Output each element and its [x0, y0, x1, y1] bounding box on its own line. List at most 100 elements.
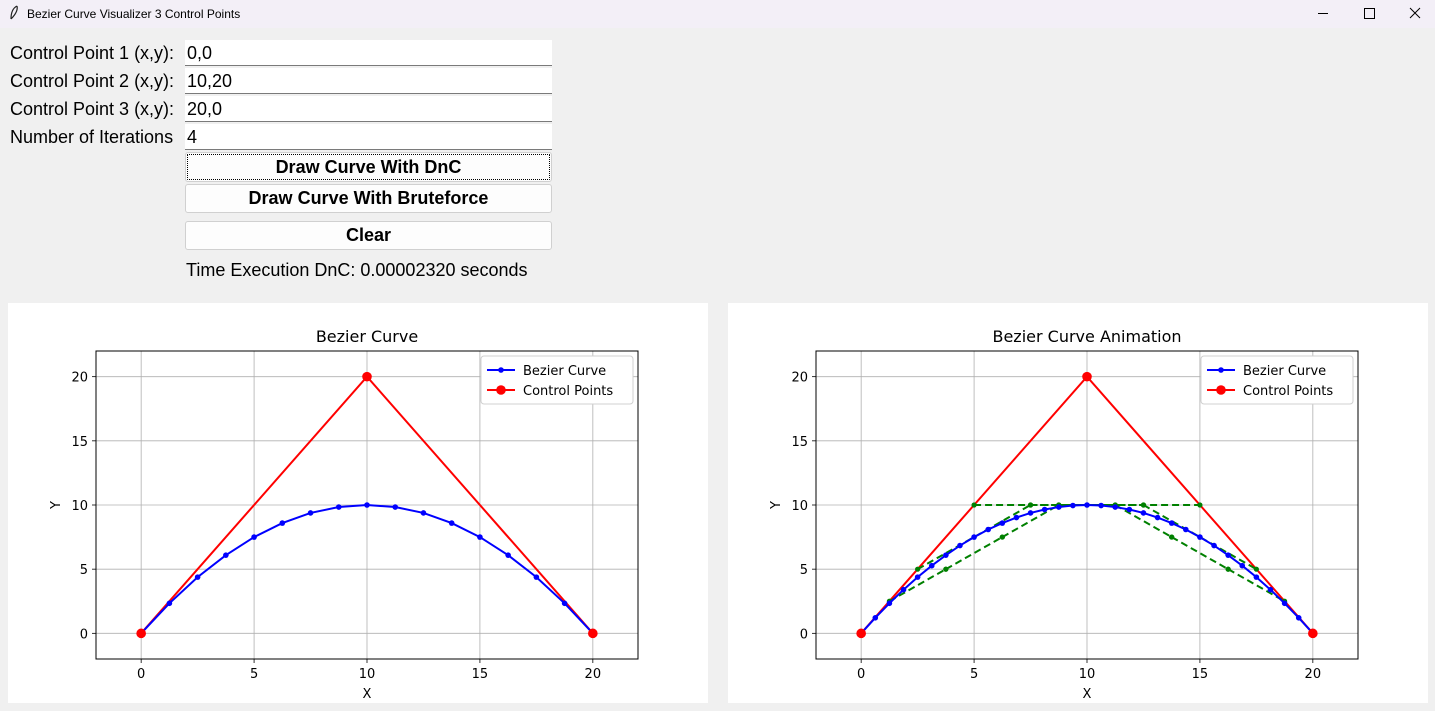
maximize-icon [1364, 8, 1375, 19]
chart1-y-tick-label: 10 [791, 499, 808, 514]
bezier-animation-chart: 0 5 10 15 20 0 5 10 15 20 X Y Bezier Curve Animation… [769, 327, 1359, 702]
chart1-bezier-curve-point [1183, 526, 1189, 533]
chart0-y-tick-label: 10 [71, 499, 88, 514]
chart1-legend-box [1200, 355, 1354, 405]
chart1-bezier-curve-point [999, 520, 1006, 526]
control-point-1-input[interactable]: 0,0 [185, 40, 552, 66]
chart1-construction-point [1197, 502, 1203, 508]
chart1-y-tick-label: 15 [791, 435, 808, 450]
feather-icon [10, 5, 18, 20]
chart1-construction-point [1169, 534, 1175, 540]
chart0-y-tick-label: 0 [80, 627, 88, 642]
close-button[interactable] [1392, 0, 1435, 28]
chart1-control-point-marker [856, 628, 866, 639]
chart1-bezier-curve-point [1055, 504, 1062, 510]
chart0-control-point-marker [588, 628, 598, 639]
chart1-axes-frame [815, 350, 1359, 660]
chart1-x-tick-label: 10 [1079, 667, 1096, 682]
chart0-axes-frame [95, 350, 639, 660]
chart1-bezier-curve-point [985, 526, 991, 533]
chart1-bezier-curve-point [928, 562, 935, 569]
chart0-x-tick-label: 0 [137, 667, 145, 682]
chart0-bezier-curve-point [533, 574, 540, 580]
chart1-control-point-marker [1082, 371, 1092, 382]
chart1-legend-bezier-label: Bezier Curve [1243, 364, 1326, 379]
chart1-control-point-marker [1308, 628, 1318, 639]
chart0-legend-control-marker [496, 385, 506, 395]
chart1-bezier-curve-point [1253, 574, 1260, 580]
chart0-bezier-curve-point [392, 504, 399, 510]
chart1-bezier-curve-point [1126, 506, 1133, 513]
chart0-bezier-curve-point [561, 600, 568, 607]
chart1-construction-point [1027, 502, 1034, 508]
chart1-construction-line [1001, 504, 1060, 538]
control-point-2-input[interactable]: 10,20 [185, 68, 552, 94]
chart1-construction-point [999, 534, 1005, 540]
chart0-chart-title: Bezier Curve [316, 327, 418, 346]
chart1-construction-point [915, 566, 921, 572]
chart1-construction-point [1253, 566, 1259, 572]
chart0-x-tick-label: 10 [359, 667, 376, 682]
chart0-bezier-curve-point [505, 552, 511, 558]
chart0-bezier-curve-point [364, 502, 370, 508]
chart0-control-point-marker [136, 628, 146, 639]
chart0-bezier-curve-point [251, 534, 257, 540]
chart1-x-tick-label: 5 [970, 667, 978, 682]
chart0-y-tick-label: 20 [71, 371, 88, 386]
chart1-bezier-curve-point [1154, 514, 1161, 521]
draw-bruteforce-button[interactable]: Draw Curve With Bruteforce [185, 184, 552, 213]
chart1-legend-bezier-marker [1218, 367, 1224, 373]
chart0-bezier-curve-point [448, 520, 455, 526]
control-point-1-label: Control Point 1 (x,y): [10, 43, 175, 63]
control-point-2-label: Control Point 2 (x,y): [10, 71, 175, 91]
chart1-x-axis-label: X [1083, 687, 1092, 702]
chart0-y-tick-label: 5 [80, 563, 88, 578]
chart1-bezier-curve-point [886, 600, 893, 607]
chart0-bezier-curve-point [194, 574, 201, 580]
chart0-x-tick-label: 5 [250, 667, 258, 682]
chart1-y-tick-label: 0 [800, 627, 808, 642]
close-icon [1409, 7, 1421, 19]
chart0-x-tick-label: 15 [472, 667, 489, 682]
iterations-label: Number of Iterations [10, 127, 174, 147]
clear-button[interactable]: Clear [185, 221, 552, 250]
chart0-legend-bezier-marker [498, 367, 504, 373]
chart0-y-tick-label: 15 [71, 435, 88, 450]
bezier-curve-chart: 0 5 10 15 20 0 5 10 15 20 X Y Bezier Curve Bezier Cur… [49, 327, 639, 702]
chart1-bezier-curve-point [971, 534, 977, 540]
chart1-x-tick-label: 15 [1192, 667, 1209, 682]
chart0-bezier-curve-point [307, 510, 314, 516]
chart1-bezier-curve-point [1168, 520, 1175, 526]
chart1-bezier-curve-point [1098, 502, 1104, 509]
chart1-bezier-curve-point [1225, 552, 1231, 558]
chart1-bezier-curve-point [1239, 562, 1246, 569]
chart0-legend-box [480, 355, 634, 405]
chart0-control-point-marker [362, 371, 372, 382]
chart1-construction-point [1140, 502, 1147, 508]
chart0-legend-control-label: Control Points [523, 384, 613, 399]
chart1-construction-line [1114, 504, 1173, 538]
chart1-x-tick-label: 0 [857, 667, 865, 682]
minimize-button[interactable] [1300, 0, 1346, 28]
chart0-x-axis-label: X [363, 687, 372, 702]
chart1-chart-title: Bezier Curve Animation [992, 327, 1181, 346]
chart1-bezier-curve-point [872, 615, 879, 621]
chart0-bezier-curve-point [223, 552, 229, 558]
chart1-bezier-curve-point [1197, 534, 1203, 540]
control-point-3-label: Control Point 3 (x,y): [10, 99, 175, 119]
chart0-bezier-curve-point [477, 534, 483, 540]
chart1-bezier-curve-point [1013, 514, 1020, 521]
chart0-y-axis-label: Y [49, 501, 64, 510]
chart1-bezier-curve-point [1140, 510, 1147, 516]
chart1-bezier-curve-point [914, 574, 921, 580]
chart1-bezier-curve-point [900, 586, 907, 593]
chart1-bezier-curve-point [957, 542, 963, 549]
chart0-bezier-curve-point [166, 600, 173, 607]
chart1-y-axis-label: Y [769, 501, 784, 510]
bezier-curve-plot: 0 5 10 15 20 0 5 10 15 20 X Y Bezier Curve Bezier Cur… [8, 303, 708, 703]
chart1-construction-point [1225, 566, 1231, 572]
maximize-button[interactable] [1346, 0, 1392, 28]
iterations-input[interactable]: 4 [185, 124, 552, 150]
draw-dnc-button[interactable]: Draw Curve With DnC [185, 152, 552, 182]
control-point-3-input[interactable]: 20,0 [185, 96, 552, 122]
